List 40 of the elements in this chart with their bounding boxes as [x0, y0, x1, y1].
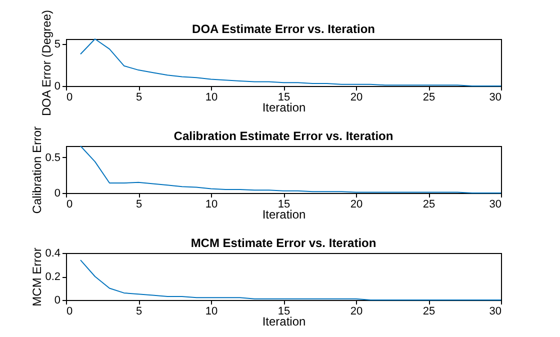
x-tick-label: 25: [422, 198, 436, 210]
y-tick-label: 0: [54, 188, 60, 200]
y-tick-label: 0: [54, 80, 60, 92]
x-tick-label: 10: [205, 198, 218, 210]
y-tick-label: 0.2: [45, 271, 60, 283]
x-tick-label: 15: [278, 306, 290, 318]
line-series: [80, 38, 502, 86]
x-tick-label: 5: [136, 92, 142, 104]
y-axis-title: Calibration Error: [30, 126, 44, 214]
y-axis-title: MCM Error: [30, 248, 44, 306]
chart-title: Calibration Estimate Error vs. Iteration: [174, 129, 394, 143]
x-tick-label: 30: [489, 306, 502, 318]
x-axis-title: Iteration: [262, 208, 306, 222]
x-tick-label: 10: [205, 92, 218, 104]
x-tick-label: 30: [489, 198, 502, 210]
line-series: [80, 146, 502, 194]
x-axis-title: Iteration: [262, 100, 306, 114]
x-tick-label: 0: [66, 92, 73, 104]
x-tick-label: 20: [350, 198, 363, 210]
x-tick-label: 20: [350, 92, 363, 104]
x-tick-label: 15: [278, 198, 290, 210]
chart-title: MCM Estimate Error vs. Iteration: [190, 236, 376, 250]
x-tick-label: 5: [136, 306, 142, 318]
line-series: [80, 260, 502, 300]
x-tick-label: 15: [278, 92, 290, 104]
x-tick-label: 5: [136, 198, 142, 210]
y-tick-label: 0.5: [45, 152, 60, 164]
x-tick-label: 30: [489, 92, 502, 104]
y-tick-label: 0: [54, 294, 60, 306]
y-tick-label: 5: [54, 38, 60, 51]
x-tick-label: 25: [422, 92, 436, 104]
x-tick-label: 0: [66, 198, 73, 210]
x-axis-title: Iteration: [262, 314, 306, 328]
chart-title: DOA Estimate Error vs. Iteration: [192, 22, 375, 36]
x-tick-label: 20: [350, 306, 363, 318]
x-tick-label: 10: [205, 306, 218, 318]
x-tick-label: 25: [422, 306, 436, 318]
x-tick-label: 0: [66, 306, 73, 318]
y-tick-label: 0.4: [45, 248, 60, 260]
y-axis-title: DOA Error (Degree): [39, 10, 54, 116]
